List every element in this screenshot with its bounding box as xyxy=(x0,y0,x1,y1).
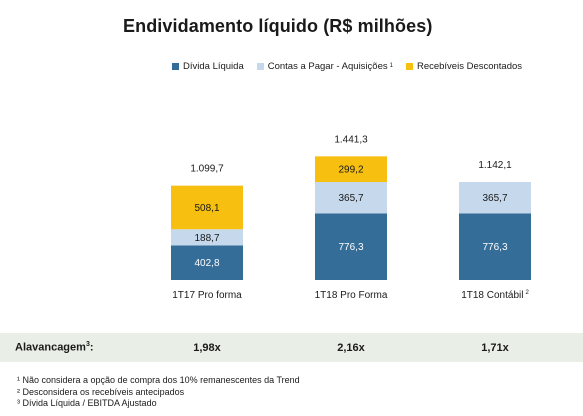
category-sup-2: 2 xyxy=(525,290,529,296)
bar-contas-1 xyxy=(315,182,387,214)
leverage-value-1t17: 1,98x xyxy=(193,341,221,354)
bar-label-contas-1: 365,7 xyxy=(338,193,363,204)
footnotes: ¹ Não considera a opção de compra dos 10… xyxy=(17,375,300,410)
legend-swatch-contas xyxy=(256,62,264,70)
bar-label-divida-1: 776,3 xyxy=(338,242,363,253)
legend-item-contas: Contas a Pagar - Aquisições 1 xyxy=(256,60,393,72)
legend-label-recebiveis: Recebíveis Descontados xyxy=(416,60,523,72)
total-label-0: 1.099,7 xyxy=(190,164,224,175)
leverage-value-1t18-contabil: 1,71x xyxy=(481,341,509,354)
bar-contas-2 xyxy=(459,182,531,214)
category-label-0: 1T17 Pro forma xyxy=(172,290,242,301)
chart-title: Endividamento líquido (R$ milhões) xyxy=(123,16,433,36)
bar-label-divida-2: 776,3 xyxy=(482,242,507,253)
footnote-1: ¹ Não considera a opção de compra dos 10… xyxy=(17,375,300,385)
leverage-label-text: Alavancagem xyxy=(15,341,86,354)
legend-label-divida: Dívida Líquida xyxy=(183,60,244,72)
category-label-2: 1T18 Contábil 2 xyxy=(461,290,529,301)
total-label-1: 1.441,3 xyxy=(334,134,368,145)
bar-recebiveis-1 xyxy=(315,156,387,183)
bar-divida-2 xyxy=(459,213,531,280)
bar-contas-0 xyxy=(171,229,243,246)
legend-item-recebiveis: Recebíveis Descontados xyxy=(405,60,523,72)
bar-divida-1 xyxy=(315,213,387,280)
leverage-label-suffix: : xyxy=(89,341,94,354)
chart-legend: Dívida Líquida Contas a Pagar - Aquisiçõ… xyxy=(172,59,573,73)
bar-recebiveis-0 xyxy=(171,185,243,230)
leverage-value-1t18-pro-forma: 2,16x xyxy=(337,341,365,354)
bar-divida-0 xyxy=(171,245,243,280)
legend-swatch-recebiveis xyxy=(405,62,413,70)
leverage-row: Alavancagem3: 1,98x 2,16x 1,71x xyxy=(0,333,583,362)
bar-label-recebiveis-0: 508,1 xyxy=(194,203,219,214)
legend-swatch-divida xyxy=(172,62,179,70)
category-label-1: 1T18 Pro Forma xyxy=(315,290,388,301)
legend-label-contas: Contas a Pagar - Aquisições xyxy=(267,60,388,72)
legend-item-divida: Dívida Líquida xyxy=(172,61,244,72)
stacked-bar-chart: 402,8 188,7 508,1 1.099,7 1T17 Pro forma 776,… xyxy=(171,134,531,301)
bar-label-divida-0: 402,8 xyxy=(194,258,219,269)
leverage-label-sup: 3 xyxy=(85,341,90,349)
bar-label-contas-2: 365,7 xyxy=(482,193,507,204)
footnote-2: ² Desconsidera os recebíveis antecipados xyxy=(17,386,185,397)
bar-label-recebiveis-1: 299,2 xyxy=(338,165,363,176)
total-label-2: 1.142,1 xyxy=(478,160,512,171)
leverage-label: Alavancagem3: xyxy=(15,341,94,354)
bar-label-contas-0: 188,7 xyxy=(194,233,219,244)
legend-sup-contas: 1 xyxy=(389,63,393,69)
footnote-3: ³ Dívida Líquida / EBITDA Ajustado xyxy=(17,398,157,408)
